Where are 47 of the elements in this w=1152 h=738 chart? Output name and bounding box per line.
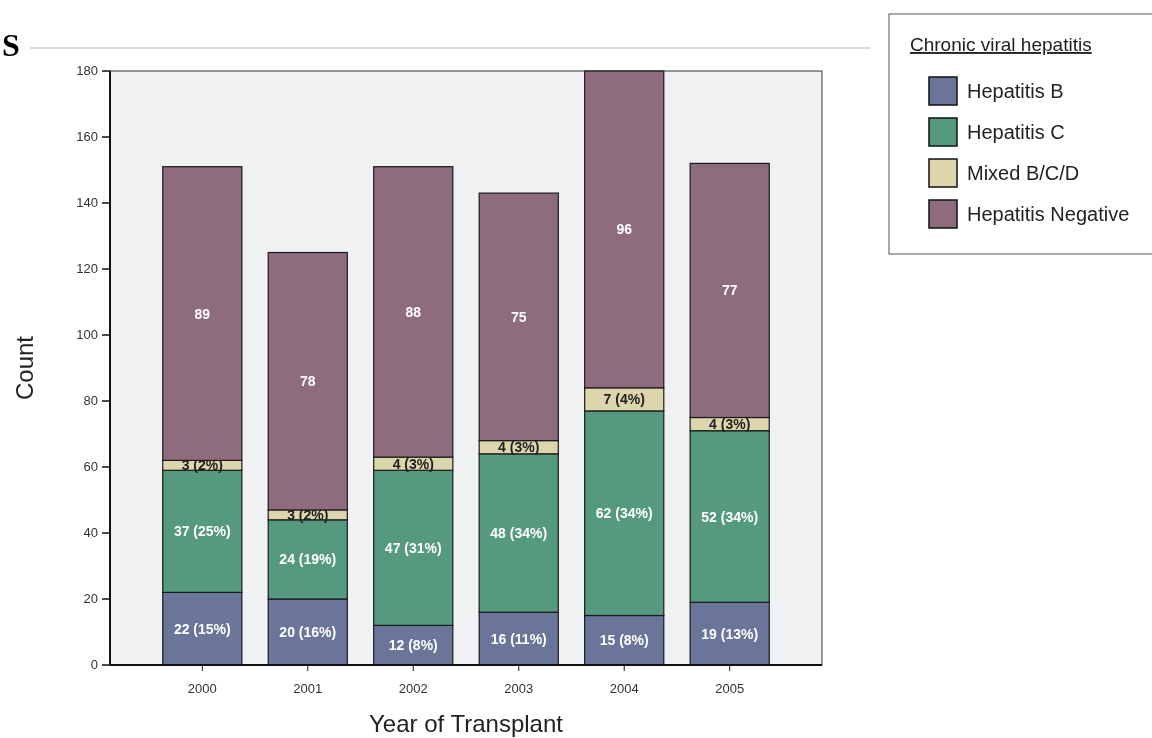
- data-label: 78: [299, 373, 316, 390]
- data-label: 4 (3%): [392, 455, 434, 472]
- y-tick-label: 20: [83, 591, 98, 606]
- x-tick-label: 2005: [715, 681, 745, 696]
- data-label: 4 (3%): [709, 416, 751, 433]
- legend-title: Chronic viral hepatitis: [910, 34, 1092, 55]
- data-label: 75: [510, 308, 527, 325]
- x-axis-title: Year of Transplant: [369, 710, 564, 737]
- data-label: 16 (11%): [490, 630, 547, 647]
- data-label: 96: [616, 221, 633, 238]
- legend-label: Hepatitis B: [967, 80, 1064, 102]
- y-tick-label: 160: [76, 129, 98, 144]
- data-label: 77: [721, 282, 738, 299]
- y-tick-label: 40: [83, 525, 98, 540]
- x-tick-label: 2001: [293, 681, 323, 696]
- data-label: 89: [194, 305, 211, 322]
- legend-label: Hepatitis Negative: [967, 203, 1130, 225]
- x-tick-label: 2002: [398, 681, 428, 696]
- data-label: 19 (13%): [701, 625, 759, 642]
- data-label: 3 (2%): [287, 506, 329, 523]
- x-tick-label: 2000: [187, 681, 217, 696]
- data-label: 48 (34%): [490, 525, 548, 541]
- y-tick-label: 80: [83, 393, 98, 408]
- x-tick-label: 2003: [504, 681, 534, 696]
- data-label: 88: [405, 303, 422, 320]
- y-tick-label: 120: [76, 261, 98, 276]
- chart-title: S: [2, 27, 20, 63]
- data-label: 22 (15%): [173, 620, 231, 637]
- data-label: 20 (16%): [279, 624, 337, 640]
- legend-label: Mixed B/C/D: [967, 162, 1080, 184]
- data-label: 52 (34%): [701, 508, 759, 525]
- data-label: 47 (31%): [384, 539, 442, 556]
- data-label: 37 (25%): [173, 523, 231, 540]
- y-axis-title: Count: [11, 335, 38, 401]
- data-label: 24 (19%): [279, 551, 337, 568]
- data-label: 4 (3%): [498, 439, 540, 456]
- x-tick-label: 2004: [609, 681, 639, 696]
- y-tick-label: 60: [83, 459, 98, 474]
- data-label: 7 (4%): [603, 391, 645, 408]
- data-label: 62 (34%): [595, 505, 653, 522]
- y-tick-label: 100: [76, 327, 98, 342]
- data-label: 12 (8%): [388, 637, 438, 654]
- y-tick-label: 0: [90, 657, 98, 672]
- y-tick-label: 180: [76, 63, 98, 78]
- data-label: 15 (8%): [599, 632, 649, 649]
- y-tick-label: 140: [76, 195, 98, 210]
- legend-label: Hepatitis C: [967, 121, 1065, 143]
